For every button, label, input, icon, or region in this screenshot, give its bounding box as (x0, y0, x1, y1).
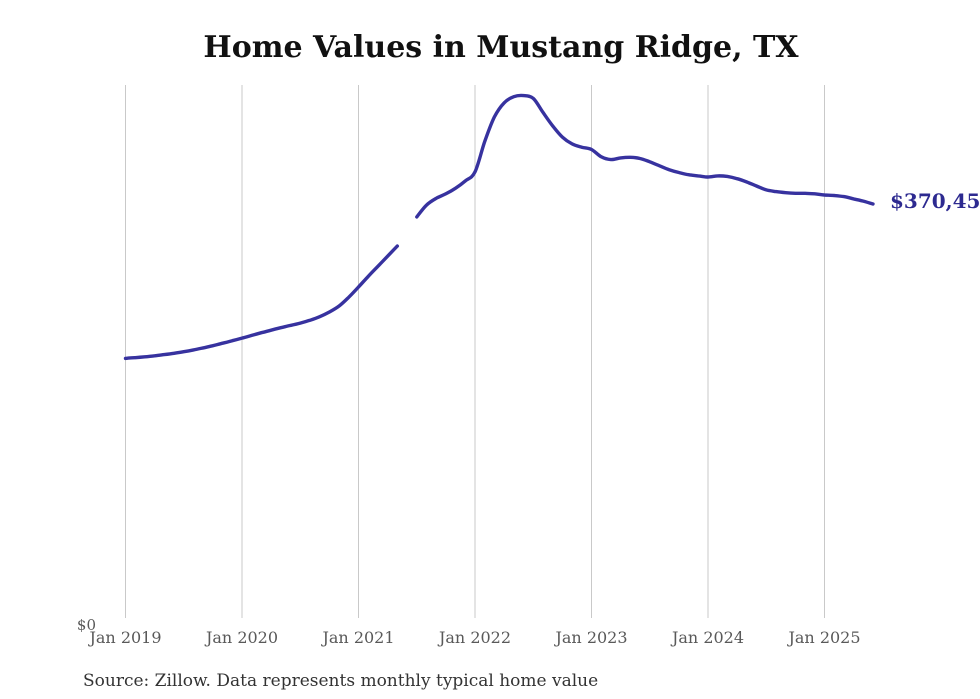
home-value-line-segment (415, 93, 875, 219)
x-tick-label: Jan 2023 (553, 628, 627, 647)
x-tick-label: Jan 2025 (786, 628, 860, 647)
x-tick-label: Jan 2020 (204, 628, 278, 647)
x-tick-label: Jan 2024 (670, 628, 744, 647)
end-value-label: $370,451 (890, 189, 980, 213)
x-tick-label: Jan 2022 (437, 628, 511, 647)
chart-title: Home Values in Mustang Ridge, TX (203, 30, 799, 65)
y-axis-zero-label: $0 (77, 616, 96, 634)
gridlines (125, 85, 825, 618)
x-tick-label: Jan 2019 (87, 628, 161, 647)
home-value-line-segment (123, 244, 399, 361)
x-axis-labels: Jan 2019 Jan 2020 Jan 2021 Jan 2022 Jan 2023… (87, 628, 860, 647)
value-line-group (123, 93, 875, 361)
x-tick-label: Jan 2021 (320, 628, 394, 647)
source-note: Source: Zillow. Data represents monthly … (83, 671, 598, 691)
